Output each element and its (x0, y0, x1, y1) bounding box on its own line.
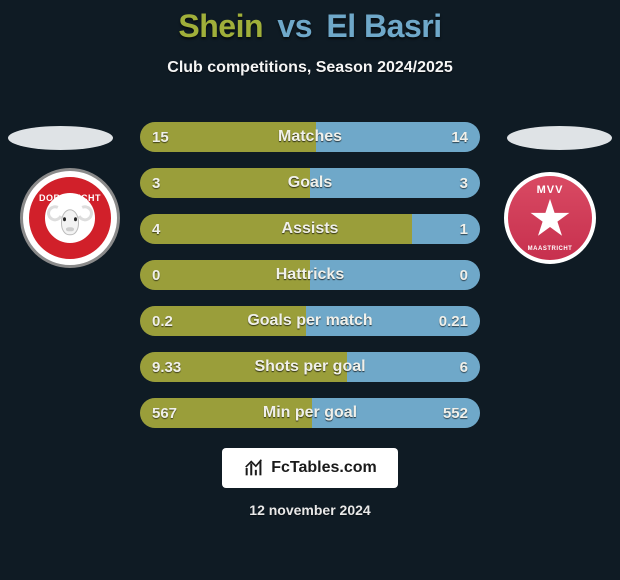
dordrecht-badge-icon: DORDRECHT (20, 168, 120, 268)
team2-logo-text-top: MVV (537, 184, 564, 196)
stat-row: 33Goals (140, 168, 480, 198)
stat-label: Goals (140, 168, 480, 198)
vs-label: vs (277, 8, 312, 44)
subtitle: Club competitions, Season 2024/2025 (0, 59, 620, 77)
star-icon (527, 195, 573, 241)
mvv-badge-icon: MVV MAASTRICHT (504, 172, 596, 264)
stat-label: Shots per goal (140, 352, 480, 382)
stat-label: Goals per match (140, 306, 480, 336)
team2-logo: MVV MAASTRICHT (500, 168, 600, 268)
stat-row: 9.336Shots per goal (140, 352, 480, 382)
page-title: Shein vs El Basri (0, 8, 620, 45)
stat-row: 567552Min per goal (140, 398, 480, 428)
player2-shadow (507, 126, 612, 150)
stat-row: 0.20.21Goals per match (140, 306, 480, 336)
stat-row: 00Hattricks (140, 260, 480, 290)
stats-container: 1514Matches 33Goals 41Assists 00Hattricks 0.… (140, 122, 480, 444)
sheep-icon (47, 197, 93, 243)
player1-name: Shein (178, 8, 263, 44)
stat-row: 1514Matches (140, 122, 480, 152)
stat-label: Matches (140, 122, 480, 152)
team1-logo: DORDRECHT (20, 168, 120, 268)
player1-shadow (8, 126, 113, 150)
stat-label: Hattricks (140, 260, 480, 290)
brand-text: FcTables.com (271, 459, 377, 477)
stat-label: Assists (140, 214, 480, 244)
team2-logo-text-bottom: MAASTRICHT (528, 246, 573, 252)
team1-logo-text: DORDRECHT (23, 193, 117, 203)
chart-icon (243, 457, 265, 479)
player2-name: El Basri (326, 8, 441, 44)
stat-label: Min per goal (140, 398, 480, 428)
stat-row: 41Assists (140, 214, 480, 244)
brand-badge: FcTables.com (222, 448, 398, 488)
content-area: Shein vs El Basri Club competitions, Sea… (0, 0, 620, 580)
footer-date: 12 november 2024 (0, 502, 620, 518)
